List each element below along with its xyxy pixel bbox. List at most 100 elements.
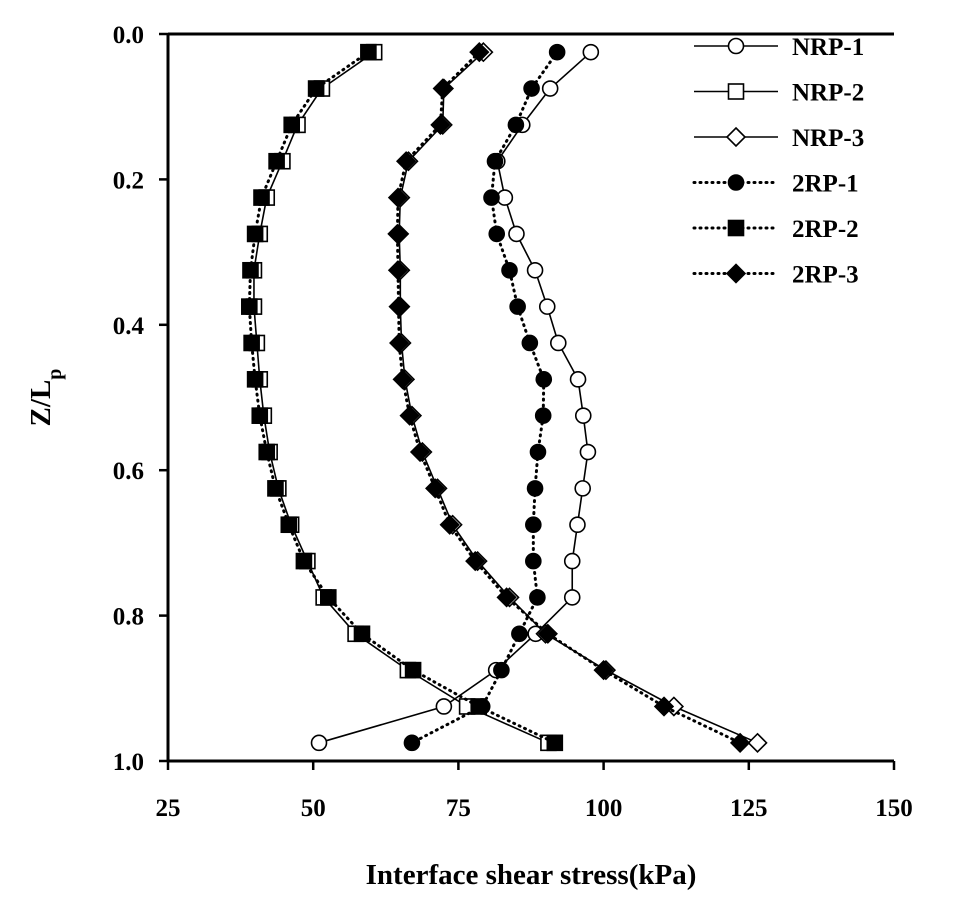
legend-label-2rp-2: 2RP-2 xyxy=(792,216,859,243)
series-line-nrp-2 xyxy=(253,51,549,744)
data-point-nrp-1 xyxy=(310,734,328,752)
y-tick-label: 0.8 xyxy=(113,604,144,631)
data-point-2rp-1 xyxy=(535,371,553,388)
x-tick-label: 150 xyxy=(875,795,913,822)
legend-marker-2rp-3 xyxy=(725,263,747,284)
data-point-2rp-3 xyxy=(469,42,490,63)
data-point-2rp-1 xyxy=(511,625,528,643)
x-tick-label: 100 xyxy=(585,795,623,822)
data-point-2rp-3 xyxy=(387,223,408,245)
data-point-2rp-1 xyxy=(501,261,518,279)
data-point-2rp-2 xyxy=(470,698,488,715)
data-point-nrp-1 xyxy=(569,371,587,388)
data-point-2rp-2 xyxy=(307,80,325,97)
data-point-nrp-1 xyxy=(569,516,586,534)
legend-marker-nrp-3 xyxy=(725,126,747,148)
data-point-2rp-1 xyxy=(521,334,539,352)
data-point-2rp-2 xyxy=(241,298,258,315)
data-point-nrp-1 xyxy=(563,589,581,606)
data-point-2rp-2 xyxy=(258,443,276,461)
data-point-2rp-2 xyxy=(243,334,260,352)
data-point-nrp-1 xyxy=(574,407,592,424)
data-point-2rp-3 xyxy=(425,478,446,499)
legend-marker-nrp-1 xyxy=(727,37,745,55)
data-point-2rp-2 xyxy=(268,152,285,170)
data-point-2rp-1 xyxy=(525,552,542,570)
data-point-2rp-1 xyxy=(529,443,547,461)
data-point-2rp-3 xyxy=(409,441,431,463)
data-point-2rp-2 xyxy=(546,734,564,752)
series-nrp-3 xyxy=(389,42,768,753)
legend: NRP-1 NRP-2 NRP-3 2RP-1 2RP-2 2RP-3 xyxy=(692,34,864,289)
legend-marker-2rp-1 xyxy=(727,174,745,191)
data-point-2rp-2 xyxy=(280,516,298,534)
x-tick-label: 25 xyxy=(156,795,181,822)
y-axis-title: Z/Lp xyxy=(25,369,66,427)
y-tick-label: 1.0 xyxy=(113,749,144,776)
data-point-nrp-1 xyxy=(526,261,544,279)
y-axis-title-main: Z/L xyxy=(25,380,57,427)
data-point-2rp-1 xyxy=(523,80,540,97)
legend-item-nrp-1: NRP-1 xyxy=(694,34,864,61)
data-point-nrp-1 xyxy=(435,698,453,715)
series-nrp-1 xyxy=(310,43,600,752)
data-point-2rp-1 xyxy=(488,225,506,243)
x-tick-label: 75 xyxy=(446,795,471,822)
data-point-2rp-3 xyxy=(395,151,417,172)
data-point-2rp-3 xyxy=(593,659,614,681)
legend-item-2rp-2: 2RP-2 xyxy=(692,216,859,243)
legend-marker-2rp-2 xyxy=(727,219,745,237)
x-tick-label: 50 xyxy=(301,795,326,822)
data-point-nrp-1 xyxy=(563,552,581,570)
y-tick-label: 0.0 xyxy=(113,22,144,49)
data-point-nrp-1 xyxy=(541,80,559,97)
data-point-2rp-2 xyxy=(320,589,337,606)
legend-label-nrp-3: NRP-3 xyxy=(792,125,864,152)
y-tick-label: 0.2 xyxy=(113,167,144,194)
axis-ticks: 25 50 75 100 125 150 0.0 0.2 0.4 0.6 0.8 1.0 xyxy=(113,22,913,822)
data-point-2rp-2 xyxy=(246,371,264,388)
data-point-2rp-3 xyxy=(496,587,517,608)
data-point-nrp-1 xyxy=(579,443,597,461)
data-point-2rp-3 xyxy=(387,187,409,208)
data-point-nrp-1 xyxy=(582,43,600,61)
data-point-2rp-3 xyxy=(387,260,409,281)
x-axis-title: Interface shear stress(kPa) xyxy=(366,859,697,891)
series-nrp-2 xyxy=(245,43,557,752)
data-point-2rp-1 xyxy=(534,407,552,424)
data-point-2rp-2 xyxy=(242,261,259,279)
data-point-2rp-2 xyxy=(283,116,301,134)
legend-label-nrp-1: NRP-1 xyxy=(792,34,864,61)
data-point-2rp-3 xyxy=(729,732,751,753)
data-point-2rp-1 xyxy=(525,516,542,534)
y-tick-label: 0.4 xyxy=(113,313,145,340)
data-point-2rp-1 xyxy=(493,661,510,679)
y-axis-title-subscript: p xyxy=(44,369,66,380)
legend-label-2rp-1: 2RP-1 xyxy=(792,171,859,198)
data-point-2rp-1 xyxy=(526,480,544,497)
legend-marker-nrp-2 xyxy=(727,83,745,100)
data-point-2rp-2 xyxy=(267,480,284,497)
y-tick-label: 0.6 xyxy=(113,458,144,485)
data-point-nrp-3 xyxy=(747,732,768,753)
data-point-2rp-2 xyxy=(246,225,264,243)
legend-label-2rp-3: 2RP-3 xyxy=(792,262,859,289)
series-2rp-3 xyxy=(387,42,751,753)
series-line-nrp-3 xyxy=(398,51,758,744)
x-tick-label: 125 xyxy=(730,795,768,822)
legend-label-nrp-2: NRP-2 xyxy=(792,80,864,107)
series-2rp-2 xyxy=(241,43,564,752)
data-point-2rp-2 xyxy=(251,407,269,424)
legend-item-2rp-1: 2RP-1 xyxy=(692,171,859,198)
data-point-2rp-3 xyxy=(399,405,420,426)
data-point-2rp-2 xyxy=(253,189,270,206)
data-point-2rp-2 xyxy=(295,552,313,570)
data-point-2rp-3 xyxy=(653,696,675,717)
data-point-2rp-1 xyxy=(483,189,500,206)
data-point-2rp-1 xyxy=(486,152,504,170)
series-layer xyxy=(241,42,768,753)
data-point-2rp-2 xyxy=(404,661,422,679)
plot-frame xyxy=(166,32,894,763)
series-line-2rp-3 xyxy=(395,50,742,745)
